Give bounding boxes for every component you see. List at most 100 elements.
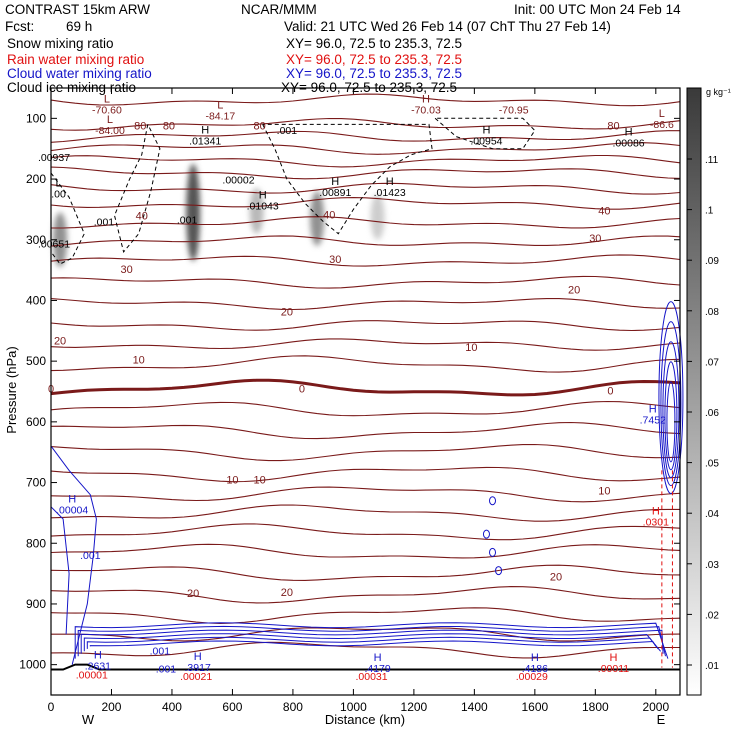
temperature-contour [50, 543, 681, 559]
temperature-contour [50, 338, 681, 351]
temperature-contour [50, 275, 681, 289]
temperature-label: 40 [136, 210, 148, 222]
extremum-mark: H [625, 126, 633, 138]
extremum-value: .00954 [470, 136, 502, 148]
temperature-contour [50, 154, 681, 168]
x-axis-label: Distance (km) [325, 712, 405, 727]
temperature-contours [50, 93, 681, 671]
extremum-mark: H [194, 651, 202, 663]
temperature-label: 10 [465, 342, 477, 354]
temperature-label: 80 [254, 121, 266, 133]
extremum-value: .00029 [516, 671, 548, 683]
extremum-mark: L [659, 108, 665, 120]
x-tick-label: 1200 [401, 700, 428, 714]
y-tick-label: 500 [26, 354, 46, 368]
extremum-value: .0301 [643, 517, 669, 529]
cloud-contours [50, 301, 684, 665]
extremum-value: .00002 [222, 174, 254, 186]
extremum-value: .00001 [76, 670, 108, 682]
temperature-label: 30 [589, 233, 601, 245]
extremum-value: -86.6 [650, 119, 674, 131]
temperature-label: 20 [187, 588, 199, 600]
extremum-mark: H [531, 652, 539, 664]
x-tick-label: 1000 [340, 700, 367, 714]
temperature-contour [50, 586, 681, 604]
extremum-mark: H [201, 125, 209, 137]
x-tick-label: 600 [222, 700, 242, 714]
snow-column [370, 194, 385, 240]
temperature-contour [50, 298, 681, 311]
field-name-cloud-water: Cloud water mixing ratio [7, 66, 152, 81]
colorbar-tick-label: .03 [705, 560, 719, 571]
west-label: W [82, 712, 95, 727]
x-tick-label: 2000 [642, 700, 669, 714]
snow-column [310, 191, 325, 246]
temperature-label: 0 [299, 383, 305, 395]
y-tick-label: 400 [26, 293, 46, 307]
extremum-value: .001 [156, 664, 177, 676]
cloud-water-contour [50, 445, 97, 665]
valid-time: Valid: 21 UTC Wed 26 Feb 14 (07 ChT Thu … [284, 19, 611, 34]
temperature-label: 80 [607, 121, 619, 133]
cloud-water-contour [660, 321, 682, 487]
extremum-value: .00011 [598, 663, 629, 675]
extremum-mark: L [55, 177, 61, 189]
colorbar-tick-label: .05 [705, 459, 719, 470]
center-name: NCAR/MMM [241, 2, 317, 17]
extremum-value: .7452 [640, 415, 666, 427]
temperature-contour [50, 182, 681, 195]
extremum-value: .00937 [38, 152, 70, 164]
cloud-water-contour [489, 496, 497, 506]
init-time: Init: 00 UTC Mon 24 Feb 14 [514, 2, 681, 17]
cloud-water-contour [658, 301, 684, 495]
temperature-contour [50, 320, 681, 332]
extremum-value: .00651 [38, 239, 70, 251]
extremum-mark: H [331, 176, 339, 188]
temperature-contour [50, 421, 681, 440]
x-tick-label: 1400 [461, 700, 488, 714]
temperature-label: 20 [54, 336, 66, 348]
temperature-contour [50, 443, 681, 462]
colorbar-tick-label: .02 [705, 610, 719, 621]
extremum-mark: H [94, 650, 102, 662]
temperature-label: 10 [226, 475, 238, 487]
extremum-value: .001 [277, 125, 298, 137]
extremum-value: -70.03 [411, 105, 441, 117]
x-tick-label: 400 [162, 700, 182, 714]
temperature-label: 30 [120, 264, 132, 276]
temperature-label: 40 [598, 206, 610, 218]
temperature-contour [50, 130, 680, 143]
cloud-water-contour [80, 629, 664, 654]
colorbar-tick-label: .09 [705, 256, 719, 267]
extremum-value: .4186 [522, 663, 548, 675]
cloud-water-contour [666, 381, 676, 463]
temperature-contour [50, 378, 681, 397]
extremum-value: .00004 [56, 505, 88, 517]
extremum-mark: H [649, 404, 657, 416]
temperature-contour [50, 166, 681, 180]
cloud-water-contour [482, 529, 490, 539]
temperature-contour [50, 466, 681, 483]
temperature-label: 20 [550, 572, 562, 584]
temperature-label: 20 [568, 285, 580, 297]
cloud-water-contour [489, 547, 497, 557]
rain-contours [661, 470, 673, 668]
y-tick-label: 200 [26, 172, 46, 186]
cloud-ice-contour [113, 124, 161, 253]
x-tick-label: 1800 [582, 700, 609, 714]
temperature-contour [50, 197, 681, 210]
extremum-value: .001 [177, 214, 198, 226]
snow-column [186, 163, 201, 261]
extremum-value: .2631 [85, 661, 111, 673]
temperature-contour [51, 627, 681, 642]
extremum-value: .01341 [189, 136, 221, 148]
colorbar-tick-label: .06 [705, 408, 719, 419]
extremum-value: -70.60 [92, 105, 122, 117]
y-axis-label: Pressure (hPa) [4, 346, 19, 433]
temperature-label: 10 [598, 485, 610, 497]
extremum-value: .01043 [247, 200, 279, 212]
x-axis: 0 200 400 600 800 1000 1200 1400 1600 1800 2000 [48, 88, 669, 714]
